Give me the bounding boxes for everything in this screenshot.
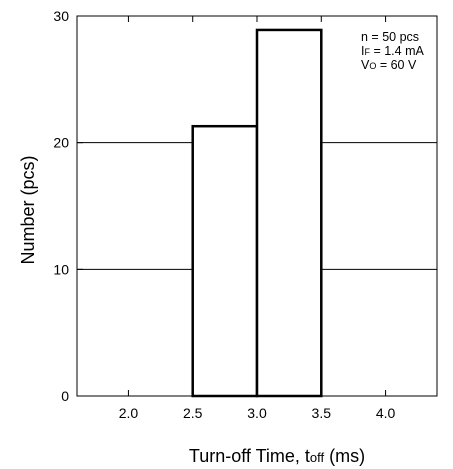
y-tick-label-1: 10	[53, 261, 69, 277]
x-tick-label-4: 4.0	[376, 405, 396, 421]
y-axis-label: Number (pcs)	[18, 155, 38, 264]
annotation-line-0: n = 50 pcs	[361, 30, 419, 44]
x-tick-label-3: 3.5	[312, 405, 332, 421]
x-axis-label-sub: off	[310, 450, 325, 465]
x-axis-label-unit: (ms)	[324, 446, 365, 466]
annotation-line-1: IF = 1.4 mA	[361, 44, 424, 58]
bar-0	[191, 124, 259, 398]
x-tick-label-1: 2.5	[183, 405, 203, 421]
annotation-line-2: VO = 60 V	[361, 58, 417, 72]
axis-ticks	[77, 15, 387, 397]
x-tick-label-0: 2.0	[119, 405, 139, 421]
y-tick-label-3: 30	[53, 8, 69, 24]
x-axis-label-main: Turn-off Time, t	[189, 446, 310, 466]
x-axis-label: Turn-off Time, toff (ms)	[189, 446, 365, 466]
bar-1	[255, 28, 323, 398]
y-tick-label-2: 20	[53, 135, 69, 151]
y-tick-label-0: 0	[61, 388, 69, 404]
tick-labels: 2.0 2.5 3.0 3.5 4.0 0 10 20 30	[53, 8, 395, 421]
bars	[191, 28, 323, 398]
x-tick-label-2: 3.0	[247, 405, 267, 421]
